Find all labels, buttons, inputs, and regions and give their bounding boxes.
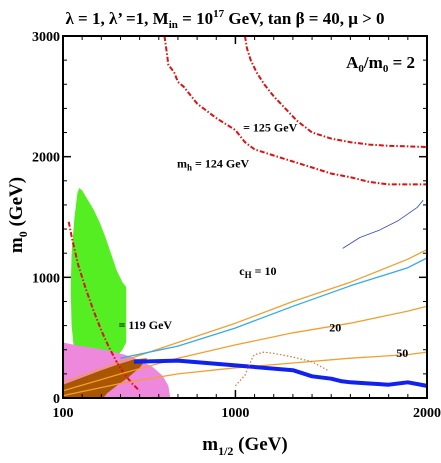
- annotations: = 125 GeV mh = 124 GeV = 119 GeV cH = 10 20 5…: [119, 120, 409, 360]
- annotation-0: = 125 GeV: [243, 120, 297, 134]
- x-tick-label-2: 2000: [413, 406, 441, 421]
- annotation-5: 50: [396, 346, 408, 360]
- mh-119-contour: [67, 221, 141, 392]
- chart-title: λ = 1, λ’ =1, Min = 1017 GeV, tan β = 40…: [65, 8, 384, 31]
- y-tick-label-1: 1000: [32, 271, 60, 286]
- x-tick-label-1: 1000: [221, 406, 249, 421]
- mh-125-contour: [163, 35, 427, 186]
- annotation-2: = 119 GeV: [119, 318, 173, 332]
- x-tick-label-0: 100: [53, 406, 74, 421]
- y-axis-label: m0 (GeV): [6, 177, 30, 253]
- annotation-3: cH = 10: [239, 264, 276, 280]
- y-tick-label-3: 3000: [32, 30, 60, 45]
- series-lines: [62, 35, 428, 397]
- cH-10: [62, 249, 428, 383]
- ratio-label: A0/m0 = 2: [346, 53, 415, 75]
- blue-line: [120, 257, 428, 359]
- blue-strip-upper: [342, 199, 424, 249]
- annotation-1: mh = 124 GeV: [177, 157, 250, 173]
- green-region: [70, 188, 127, 391]
- blue-strip-bottom: [133, 358, 428, 388]
- cH-20: [62, 305, 428, 392]
- shaded-regions: [63, 188, 171, 398]
- axis-ticks: 100 1000 2000 0 1000 2000 3000: [32, 30, 441, 421]
- y-tick-label-2: 2000: [32, 151, 60, 166]
- mh-124-contour: [244, 35, 428, 148]
- y-tick-label-0: 0: [53, 392, 60, 407]
- annotation-4: 20: [329, 321, 341, 335]
- plot-frame: [62, 35, 428, 399]
- cH-50: [62, 351, 428, 397]
- brown-dotted: [234, 351, 328, 387]
- x-axis-label: m1/2 (GeV): [202, 434, 288, 458]
